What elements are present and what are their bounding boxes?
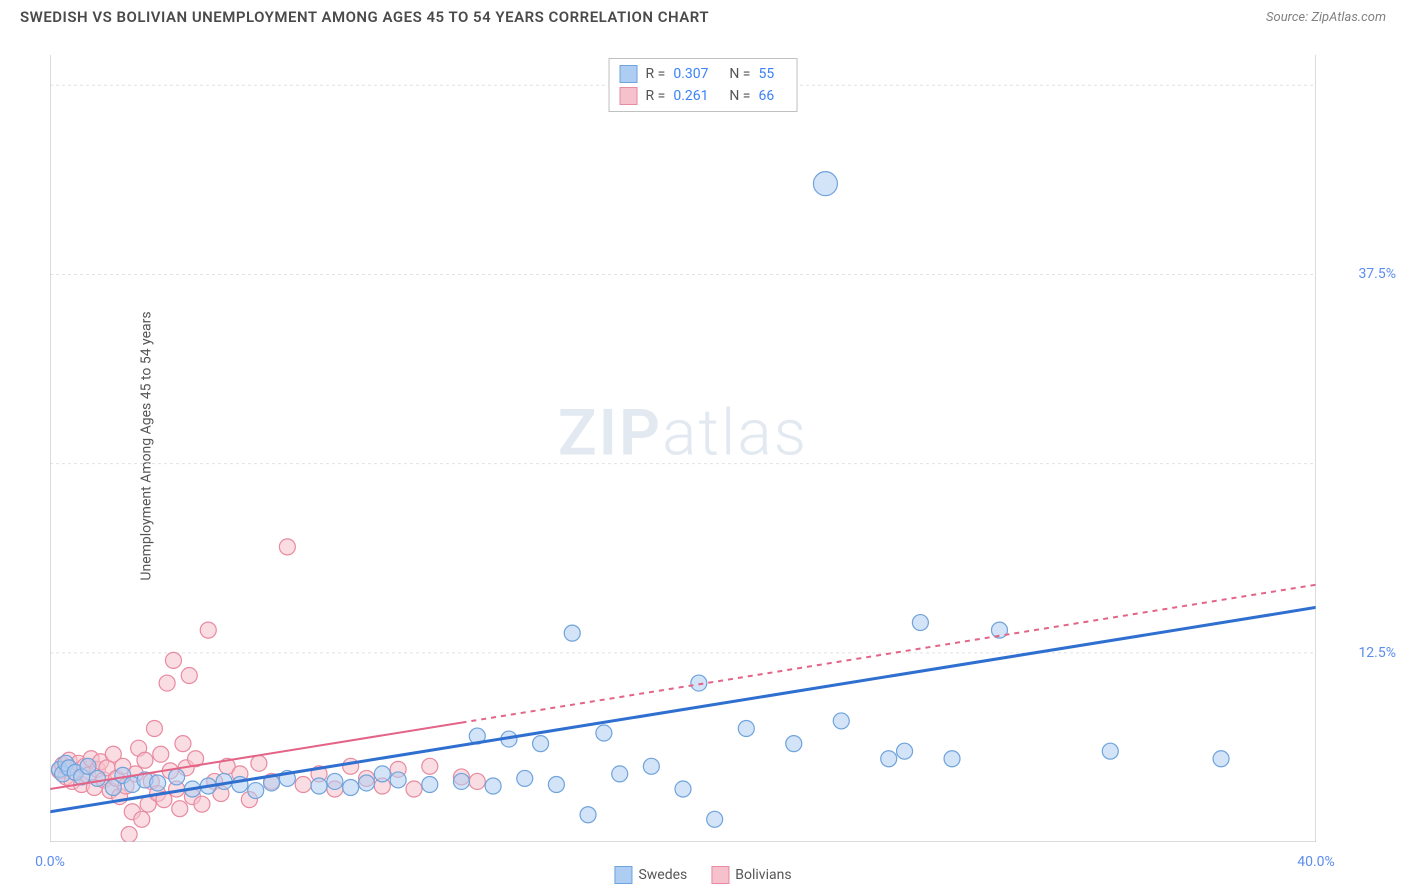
swatch-swedes	[614, 866, 632, 884]
chart-header: SWEDISH VS BOLIVIAN UNEMPLOYMENT AMONG A…	[0, 0, 1406, 30]
n-value-bolivians: 66	[758, 88, 786, 104]
y-tick-label: 37.5%	[1358, 266, 1396, 282]
stats-row-swedes: R = 0.307 N = 55	[620, 63, 787, 85]
swatch-swedes	[620, 65, 638, 83]
legend-label-bolivians: Bolivians	[735, 867, 791, 883]
r-label: R =	[646, 66, 666, 82]
legend-label-swedes: Swedes	[638, 867, 687, 883]
chart-plot-area: ZIPatlas	[50, 55, 1316, 842]
r-value-swedes: 0.307	[673, 66, 721, 82]
x-tick-label: 0.0%	[35, 854, 65, 870]
swatch-bolivians	[620, 87, 638, 105]
n-label: N =	[729, 66, 750, 82]
y-tick-label: 12.5%	[1358, 645, 1396, 661]
x-tick-label: 40.0%	[1297, 854, 1335, 870]
legend-item-swedes: Swedes	[614, 866, 687, 884]
legend-bottom: Swedes Bolivians	[614, 866, 791, 884]
r-label: R =	[646, 88, 666, 104]
r-value-bolivians: 0.261	[673, 88, 721, 104]
n-value-swedes: 55	[758, 66, 786, 82]
stats-row-bolivians: R = 0.261 N = 66	[620, 85, 787, 107]
source-name: ZipAtlas.com	[1311, 10, 1386, 25]
chart-svg	[50, 55, 1316, 842]
chart-title: SWEDISH VS BOLIVIAN UNEMPLOYMENT AMONG A…	[20, 8, 709, 26]
source-prefix: Source:	[1266, 10, 1311, 25]
swatch-bolivians	[711, 866, 729, 884]
n-label: N =	[729, 88, 750, 104]
stats-legend-box: R = 0.307 N = 55 R = 0.261 N = 66	[609, 58, 798, 112]
legend-item-bolivians: Bolivians	[711, 866, 791, 884]
chart-source: Source: ZipAtlas.com	[1266, 10, 1386, 25]
